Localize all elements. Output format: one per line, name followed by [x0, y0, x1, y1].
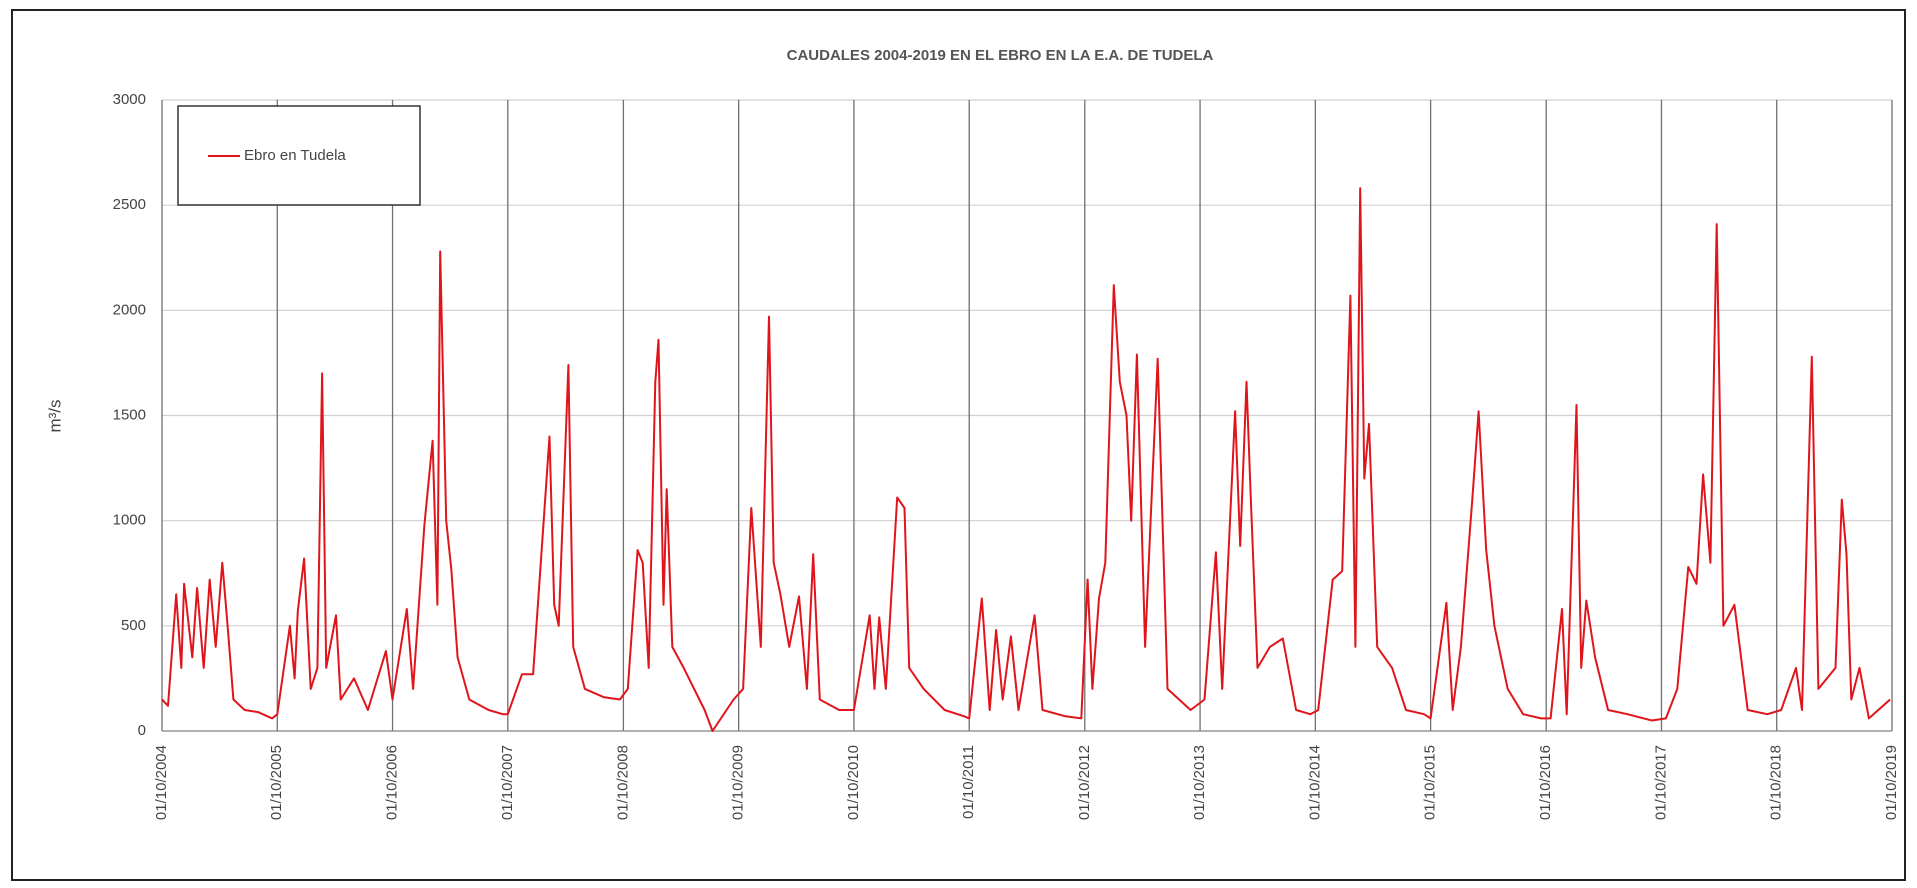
x-tick-label: 01/10/2004	[153, 745, 170, 820]
y-tick-label: 500	[121, 617, 146, 634]
legend-label: Ebro en Tudela	[244, 147, 346, 164]
y-tick-label: 1000	[113, 512, 146, 529]
y-tick-label: 1500	[113, 406, 146, 423]
y-tick-label: 2500	[113, 196, 146, 213]
x-tick-label: 01/10/2016	[1537, 745, 1554, 820]
x-tick-label: 01/10/2014	[1306, 745, 1323, 820]
y-tick-label: 3000	[113, 91, 146, 108]
x-tick-label: 01/10/2008	[614, 745, 631, 820]
x-tick-label: 01/10/2018	[1768, 745, 1785, 820]
x-tick-label: 01/10/2007	[499, 745, 516, 820]
y-axis-label: m³/s	[45, 399, 64, 432]
x-tick-label: 01/10/2017	[1652, 745, 1669, 820]
x-tick-label: 01/10/2015	[1422, 745, 1439, 820]
data-line	[161, 187, 1891, 732]
x-tick-label: 01/10/2006	[384, 745, 401, 820]
x-tick-label: 01/10/2019	[1883, 745, 1900, 820]
x-tick-label: 01/10/2009	[730, 745, 747, 820]
x-tick-label: 01/10/2010	[845, 745, 862, 820]
y-tick-label: 0	[138, 722, 146, 739]
x-tick-label: 01/10/2013	[1191, 745, 1208, 820]
chart-title: CAUDALES 2004-2019 EN EL EBRO EN LA E.A.…	[787, 47, 1214, 64]
x-tick-label: 01/10/2005	[268, 745, 285, 820]
x-tick-label: 01/10/2011	[960, 745, 977, 819]
x-tick-label: 01/10/2012	[1076, 745, 1093, 820]
y-tick-label: 2000	[113, 301, 146, 318]
